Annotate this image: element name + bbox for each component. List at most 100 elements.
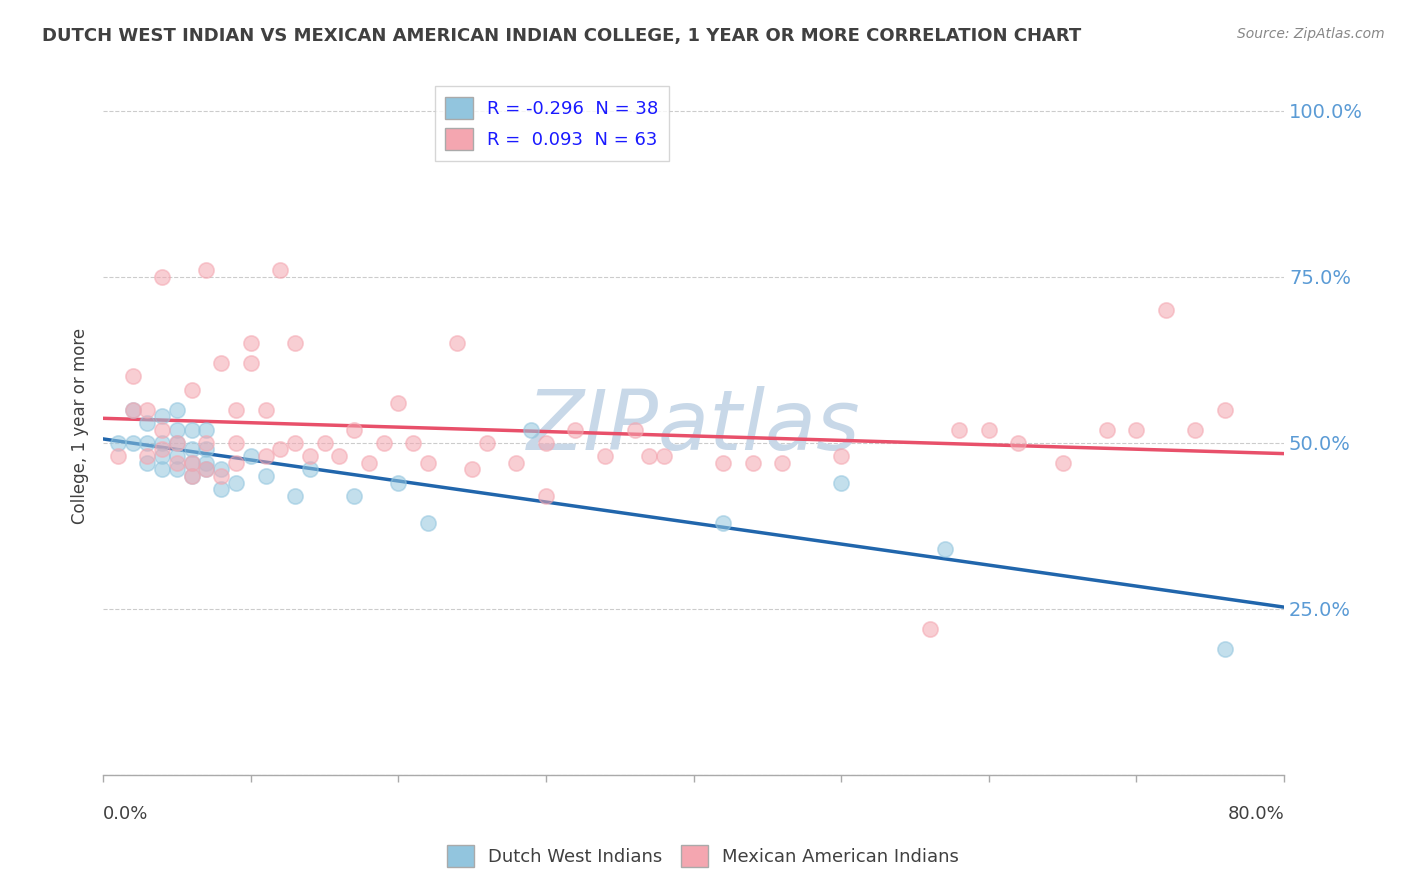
Point [593, 449, 616, 463]
Point [150, 442, 173, 457]
Point [711, 456, 734, 470]
Text: DUTCH WEST INDIAN VS MEXICAN AMERICAN INDIAN COLLEGE, 1 YEAR OR MORE CORRELATION: DUTCH WEST INDIAN VS MEXICAN AMERICAN IN… [42, 27, 1081, 45]
Point [195, 423, 218, 437]
Text: 0.0%: 0.0% [103, 805, 149, 823]
Point [150, 269, 173, 284]
Point [1213, 402, 1236, 417]
Point [136, 416, 159, 430]
Point [150, 423, 173, 437]
Point [1052, 456, 1074, 470]
Point [166, 435, 188, 450]
Text: 80.0%: 80.0% [1227, 805, 1284, 823]
Point [180, 383, 202, 397]
Point [652, 449, 675, 463]
Point [770, 456, 793, 470]
Point [284, 435, 307, 450]
Point [1213, 641, 1236, 656]
Point [180, 469, 202, 483]
Point [461, 462, 484, 476]
Legend: Dutch West Indians, Mexican American Indians: Dutch West Indians, Mexican American Ind… [440, 838, 966, 874]
Point [534, 435, 557, 450]
Point [225, 402, 247, 417]
Point [225, 475, 247, 490]
Point [136, 435, 159, 450]
Point [343, 423, 366, 437]
Point [416, 516, 439, 530]
Point [1184, 423, 1206, 437]
Point [284, 336, 307, 351]
Point [107, 449, 129, 463]
Point [638, 449, 661, 463]
Legend: R = -0.296  N = 38, R =  0.093  N = 63: R = -0.296 N = 38, R = 0.093 N = 63 [434, 87, 669, 161]
Point [225, 435, 247, 450]
Text: ZIPatlas: ZIPatlas [527, 385, 860, 467]
Point [166, 435, 188, 450]
Point [918, 622, 941, 636]
Point [564, 423, 586, 437]
Point [1125, 423, 1147, 437]
Point [121, 369, 143, 384]
Point [284, 489, 307, 503]
Point [180, 456, 202, 470]
Point [269, 442, 291, 457]
Point [254, 449, 277, 463]
Point [150, 435, 173, 450]
Point [254, 469, 277, 483]
Point [269, 263, 291, 277]
Point [195, 462, 218, 476]
Point [136, 456, 159, 470]
Point [209, 483, 232, 497]
Point [977, 423, 1000, 437]
Point [150, 409, 173, 424]
Point [166, 456, 188, 470]
Point [121, 402, 143, 417]
Point [225, 456, 247, 470]
Point [166, 402, 188, 417]
Point [166, 423, 188, 437]
Point [1095, 423, 1118, 437]
Point [195, 442, 218, 457]
Point [520, 423, 543, 437]
Point [475, 435, 498, 450]
Point [298, 462, 321, 476]
Point [239, 356, 262, 370]
Point [180, 469, 202, 483]
Point [1007, 435, 1029, 450]
Point [180, 442, 202, 457]
Point [830, 449, 852, 463]
Point [948, 423, 970, 437]
Point [343, 489, 366, 503]
Point [387, 475, 409, 490]
Point [166, 462, 188, 476]
Point [121, 435, 143, 450]
Point [934, 542, 956, 557]
Point [741, 456, 763, 470]
Point [446, 336, 468, 351]
Point [239, 449, 262, 463]
Point [195, 263, 218, 277]
Point [298, 449, 321, 463]
Y-axis label: College, 1 year or more: College, 1 year or more [72, 328, 89, 524]
Point [328, 449, 350, 463]
Point [195, 462, 218, 476]
Point [373, 435, 395, 450]
Point [209, 462, 232, 476]
Point [830, 475, 852, 490]
Point [195, 435, 218, 450]
Point [209, 356, 232, 370]
Point [623, 423, 645, 437]
Point [1154, 302, 1177, 317]
Point [711, 516, 734, 530]
Point [254, 402, 277, 417]
Point [416, 456, 439, 470]
Point [314, 435, 336, 450]
Point [136, 402, 159, 417]
Point [195, 456, 218, 470]
Point [166, 449, 188, 463]
Point [534, 489, 557, 503]
Point [387, 396, 409, 410]
Point [150, 462, 173, 476]
Text: Source: ZipAtlas.com: Source: ZipAtlas.com [1237, 27, 1385, 41]
Point [150, 449, 173, 463]
Point [209, 469, 232, 483]
